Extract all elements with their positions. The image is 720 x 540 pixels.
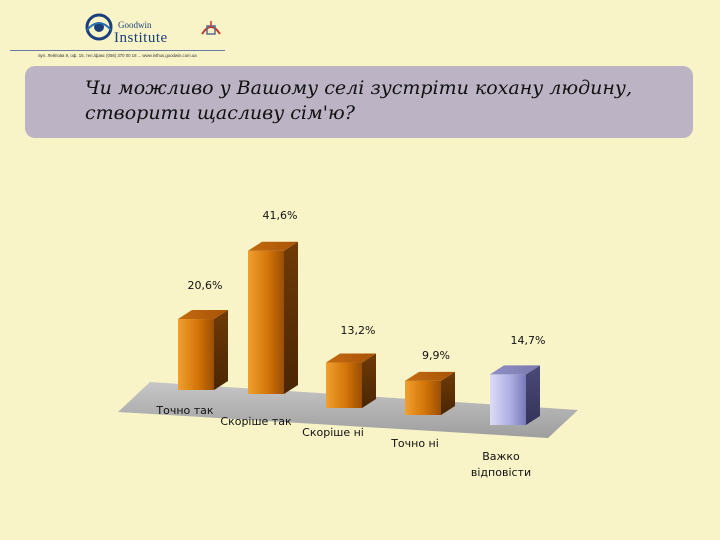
category-label: Точно так [155,404,214,417]
question-title-box: Чи можливо у Вашому селі зустріти кохану… [25,66,693,138]
category-label: Скоріше ні [302,426,364,439]
bar-top-face [490,365,540,375]
value-label: 14,7% [511,334,546,347]
category-label: Точно ні [390,437,439,450]
bar-top-face [405,371,455,381]
bar-side-face [214,310,228,390]
eye-logo-icon [85,13,113,41]
value-label: 9,9% [422,349,450,362]
bar-5 [490,365,540,425]
bar-2 [248,241,298,394]
category-label: Важко [482,450,520,463]
question-title: Чи можливо у Вашому селі зустріти кохану… [85,76,683,126]
value-label: 20,6% [188,279,223,292]
category-label: Скоріше так [220,415,292,428]
question-title-line-1: Чи можливо у Вашому селі зустріти кохану… [85,77,632,99]
bar-side-face [284,241,298,394]
value-label: 41,6% [263,209,298,222]
bar-top-face [326,353,376,363]
logo-brand-name: Institute [114,30,168,46]
bar-side-face [441,371,455,415]
bar-side-face [526,365,540,425]
chart-floor [118,382,578,438]
value-label: 13,2% [341,324,376,337]
bar-4 [405,371,455,415]
bar-1 [178,310,228,390]
bar-top-face [248,241,298,251]
bar-front-face [490,374,526,425]
bar-front-face [178,319,214,390]
question-title-line-2: створити щасливу сім'ю? [85,102,355,124]
bar-3 [326,353,376,408]
bar-front-face [326,362,362,408]
bar-top-face [178,310,228,320]
category-label: відповісти [471,466,531,479]
logo-address-line: вул. Лейпова 9, оф. 15, тел./факс (056) … [10,50,225,59]
partner-logo-icon [201,21,221,35]
header-logo: Goodwin Institute вул. Лейпова 9, оф. 15… [10,8,230,66]
bar-front-face [405,380,441,415]
bar-side-face [362,353,376,408]
bar-front-face [248,250,284,394]
logo-brand-small: Goodwin [118,20,152,30]
